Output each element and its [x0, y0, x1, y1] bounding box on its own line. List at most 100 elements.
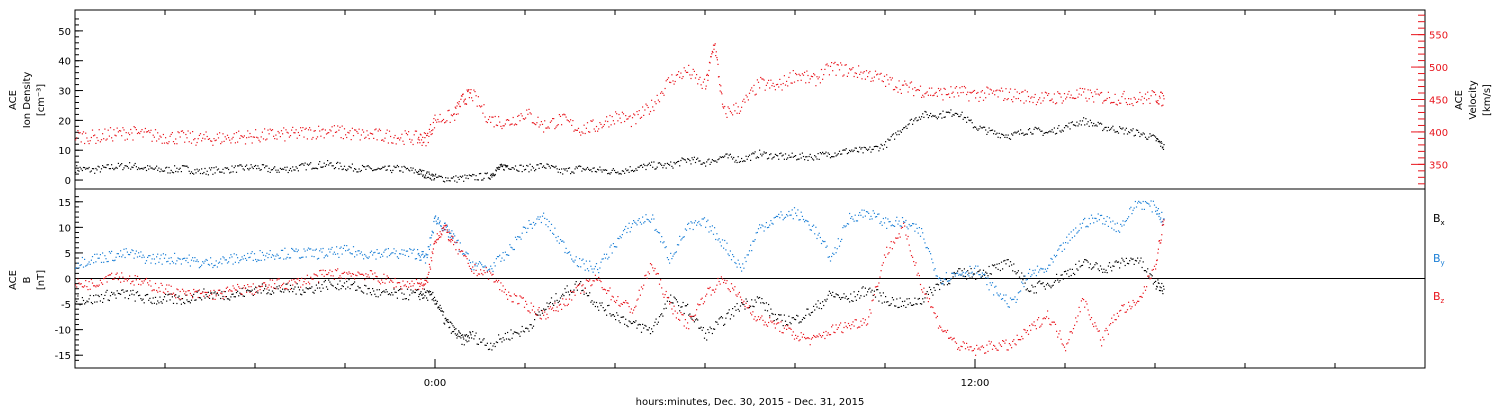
data-point	[445, 317, 447, 319]
data-point	[868, 288, 870, 290]
data-point	[1093, 101, 1095, 103]
data-point	[190, 299, 193, 301]
data-point	[903, 305, 905, 307]
data-point	[687, 71, 689, 73]
data-point	[550, 120, 553, 122]
data-point	[912, 223, 914, 225]
data-point	[1152, 283, 1154, 285]
data-point	[535, 168, 537, 171]
data-point	[680, 72, 682, 74]
data-point	[388, 165, 391, 167]
data-point	[682, 158, 684, 160]
data-point	[234, 142, 236, 144]
data-point	[468, 89, 470, 91]
data-point	[890, 79, 892, 81]
data-point	[763, 230, 765, 232]
data-point	[927, 248, 929, 250]
data-point	[859, 326, 861, 328]
data-point	[724, 279, 726, 281]
data-point	[159, 290, 161, 292]
data-point	[1039, 97, 1041, 99]
data-point	[280, 285, 283, 287]
data-point	[365, 255, 367, 257]
data-point	[891, 248, 893, 250]
data-point	[1161, 92, 1163, 94]
data-point	[1122, 220, 1124, 222]
data-point	[589, 169, 591, 171]
data-point	[77, 130, 79, 132]
data-point	[211, 292, 213, 294]
data-point	[764, 321, 766, 323]
data-point	[484, 172, 486, 174]
data-point	[1083, 117, 1085, 119]
data-point	[1089, 119, 1091, 121]
data-point	[113, 292, 115, 294]
data-point	[241, 256, 243, 258]
data-point	[914, 118, 916, 120]
data-point	[354, 256, 356, 258]
data-point	[185, 291, 187, 293]
data-point	[781, 155, 783, 157]
data-point	[409, 283, 411, 285]
data-point	[340, 277, 342, 279]
data-point	[292, 248, 294, 250]
data-point	[532, 122, 535, 124]
data-point	[738, 112, 740, 114]
data-point	[563, 113, 565, 115]
data-point	[149, 131, 151, 134]
data-point	[1153, 281, 1156, 283]
data-point	[997, 96, 999, 98]
data-point	[972, 274, 974, 276]
data-point	[564, 251, 566, 254]
data-point	[780, 314, 782, 316]
data-point	[241, 293, 243, 295]
data-point	[784, 84, 787, 86]
data-point	[813, 73, 815, 75]
data-point	[570, 119, 572, 121]
data-point	[440, 236, 442, 238]
data-point	[747, 307, 749, 309]
data-point	[854, 319, 856, 321]
data-point	[1132, 104, 1134, 107]
data-point	[717, 239, 719, 241]
data-point	[545, 318, 547, 320]
data-point	[1138, 262, 1140, 264]
data-point	[576, 129, 578, 131]
data-point	[856, 76, 859, 78]
data-point	[435, 220, 437, 222]
data-point	[966, 121, 968, 123]
data-point	[669, 262, 671, 264]
data-point	[729, 318, 731, 320]
data-point	[233, 253, 235, 255]
data-point	[123, 129, 125, 131]
data-point	[162, 133, 164, 136]
data-point	[387, 293, 389, 296]
data-point	[291, 247, 293, 250]
data-point	[516, 169, 518, 171]
data-point	[725, 317, 727, 319]
data-point	[120, 250, 122, 252]
data-point	[1005, 134, 1007, 136]
data-point	[689, 160, 691, 162]
data-point	[711, 159, 713, 161]
data-point	[412, 167, 414, 169]
data-point	[117, 131, 119, 133]
data-point	[324, 165, 326, 167]
data-point	[483, 266, 485, 268]
data-point	[584, 169, 586, 171]
data-point	[1090, 214, 1093, 216]
data-point	[988, 265, 990, 268]
data-point	[282, 288, 284, 290]
data-point	[933, 115, 935, 117]
data-point	[279, 136, 281, 138]
data-point	[573, 261, 575, 263]
data-point	[109, 295, 112, 297]
data-point	[280, 249, 283, 251]
data-point	[309, 283, 311, 285]
data-point	[633, 321, 635, 323]
data-point	[1161, 105, 1163, 107]
data-point	[764, 226, 766, 228]
data-point	[356, 254, 358, 256]
data-point	[418, 288, 420, 290]
data-point	[420, 254, 423, 256]
